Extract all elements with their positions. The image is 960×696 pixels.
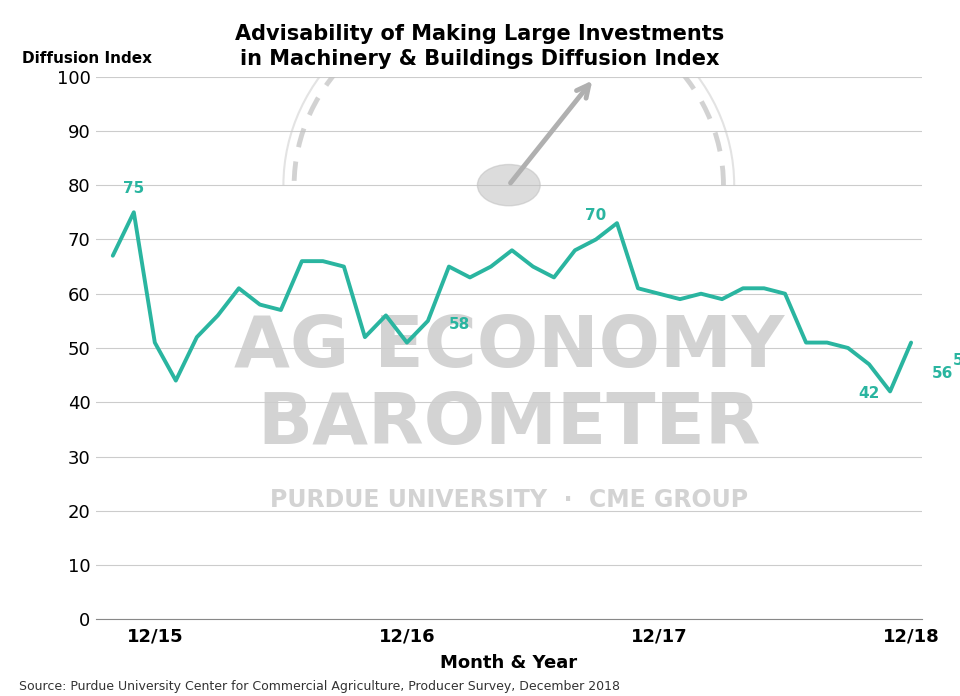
Text: PURDUE UNIVERSITY  ·  CME GROUP: PURDUE UNIVERSITY · CME GROUP <box>270 488 748 512</box>
Text: Source: Purdue University Center for Commercial Agriculture, Producer Survey, De: Source: Purdue University Center for Com… <box>19 679 620 693</box>
Text: 75: 75 <box>123 181 144 196</box>
Text: 42: 42 <box>858 386 879 401</box>
Text: BAROMETER: BAROMETER <box>257 390 760 459</box>
Text: 58: 58 <box>449 317 470 332</box>
Text: AG ECONOMY: AG ECONOMY <box>233 313 784 383</box>
Text: Diffusion Index: Diffusion Index <box>22 51 152 65</box>
Text: 56: 56 <box>932 365 953 381</box>
Circle shape <box>477 164 540 206</box>
X-axis label: Month & Year: Month & Year <box>441 654 577 672</box>
Text: 51: 51 <box>953 354 960 368</box>
Text: Advisability of Making Large Investments: Advisability of Making Large Investments <box>235 24 725 45</box>
Text: 70: 70 <box>586 208 607 223</box>
Text: in Machinery & Buildings Diffusion Index: in Machinery & Buildings Diffusion Index <box>240 49 720 69</box>
